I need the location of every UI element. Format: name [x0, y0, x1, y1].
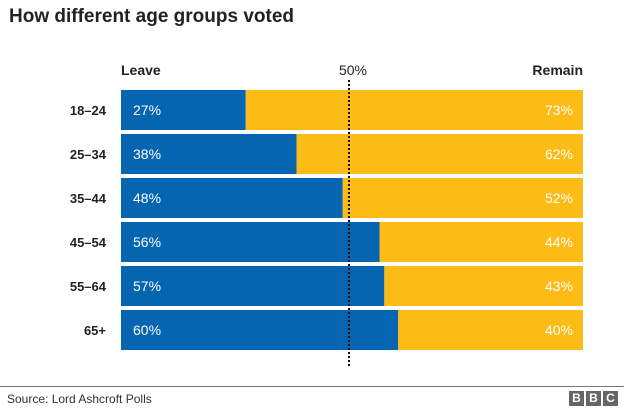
bar-remain	[342, 178, 583, 218]
data-label-leave: 56%	[133, 234, 161, 250]
bar-leave	[121, 134, 297, 174]
category-label: 25–34	[70, 147, 107, 162]
data-label-leave: 60%	[133, 322, 161, 338]
data-label-leave: 48%	[133, 190, 161, 206]
bar-remain	[245, 90, 584, 130]
bar-remain	[379, 222, 583, 262]
data-label-remain: 44%	[545, 234, 573, 250]
data-label-leave: 57%	[133, 278, 161, 294]
chart: Leave Remain 18–24 27% 73% 25–34 38% 62% 35–44 48…	[70, 62, 584, 368]
data-label-leave: 27%	[133, 102, 161, 118]
data-label-remain: 40%	[545, 322, 573, 338]
bar-remain	[296, 134, 583, 174]
category-label: 65+	[84, 323, 106, 338]
data-label-remain: 52%	[545, 190, 573, 206]
category-label: 18–24	[70, 103, 107, 118]
data-label-remain: 73%	[545, 102, 573, 118]
reference-line-label: 50%	[339, 62, 367, 78]
bar-remain	[398, 310, 583, 350]
category-label: 55–64	[70, 279, 107, 294]
legend-leave: Leave	[121, 62, 161, 78]
category-label: 35–44	[70, 191, 107, 206]
bar-leave	[121, 310, 399, 350]
data-label-remain: 43%	[545, 278, 573, 294]
footer-divider	[0, 386, 624, 387]
legend-remain: Remain	[532, 62, 583, 78]
chart-title: How different age groups voted	[9, 6, 295, 27]
bar-leave	[121, 90, 246, 130]
source-note: Source: Lord Ashcroft Polls	[7, 392, 152, 406]
category-label: 45–54	[70, 235, 107, 250]
bar-leave	[121, 178, 343, 218]
data-label-remain: 62%	[545, 146, 573, 162]
bar-leave	[121, 222, 380, 262]
bar-leave	[121, 266, 385, 306]
bar-remain	[384, 266, 583, 306]
data-label-leave: 38%	[133, 146, 161, 162]
